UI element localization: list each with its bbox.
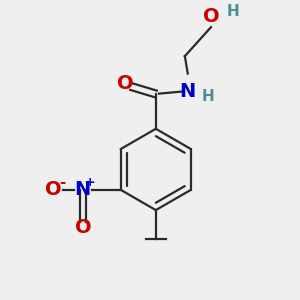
Text: H: H [226, 4, 239, 19]
Text: N: N [180, 82, 196, 100]
Text: O: O [46, 180, 62, 199]
Text: -: - [59, 175, 66, 190]
Text: O: O [117, 74, 134, 93]
Text: N: N [75, 180, 91, 199]
Text: O: O [74, 218, 91, 237]
Text: +: + [85, 176, 95, 189]
Text: O: O [203, 8, 219, 26]
Text: H: H [202, 89, 214, 104]
